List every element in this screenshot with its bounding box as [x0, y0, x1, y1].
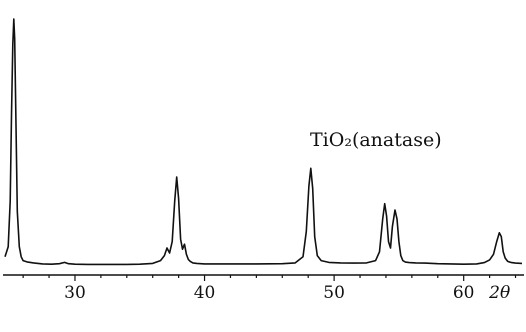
x-tick-label-30: 30 — [64, 283, 86, 303]
x-tick-label-60: 60 — [453, 283, 475, 303]
series-line-xrd-pattern — [4, 18, 523, 266]
x-tick-label-50: 50 — [323, 283, 345, 303]
x-axis-ticks — [22, 275, 517, 281]
x-tick-label-40: 40 — [194, 283, 216, 303]
x-axis-label: 2θ — [488, 283, 510, 303]
phase-annotation: TiO₂(anatase) — [310, 129, 442, 151]
x-axis-tick-labels: 30 40 50 60 — [64, 283, 474, 303]
